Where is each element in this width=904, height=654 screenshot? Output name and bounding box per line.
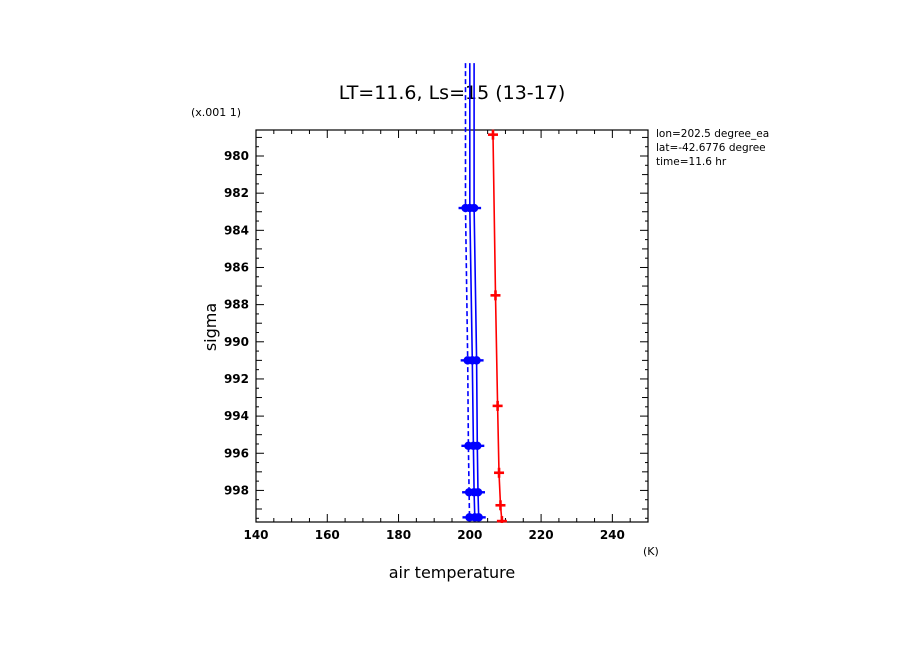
info-lat: lat=-42.6776 degree [656, 142, 766, 154]
x-axis-unit: (K) [643, 545, 659, 558]
y-tick-label: 982 [224, 186, 249, 200]
x-tick-label: 240 [600, 528, 625, 542]
x-tick-label: 220 [529, 528, 554, 542]
x-tick-label: 140 [243, 528, 268, 542]
info-time: time=11.6 hr [656, 156, 727, 168]
series-line [464, 63, 471, 518]
chart-title: LT=11.6, Ls=15 (13-17) [339, 82, 566, 104]
y-tick-label: 996 [224, 446, 249, 460]
info-lon: lon=202.5 degree_ea [656, 128, 769, 140]
y-tick-label: 988 [224, 298, 249, 312]
y-tick-label: 980 [224, 149, 249, 163]
y-tick-label: 986 [224, 260, 249, 274]
series-3 [467, 63, 486, 522]
y-tick-label: 998 [224, 483, 249, 497]
info-block: lon=202.5 degree_ea lat=-42.6776 degree … [656, 128, 769, 168]
plot-frame [255, 129, 649, 523]
series-0 [487, 129, 507, 523]
series-layer [458, 63, 507, 523]
series-line [473, 63, 480, 518]
series-line [468, 63, 476, 518]
x-tick-label: 180 [386, 528, 411, 542]
series-2 [458, 63, 477, 522]
y-scale-note: (x.001 1) [191, 106, 241, 119]
y-tick-label: 994 [224, 409, 249, 423]
y-tick-label: 990 [224, 335, 249, 349]
series-line [492, 134, 503, 522]
x-tick-label: 200 [457, 528, 482, 542]
y-axis: 980 982 984 986 988 990 992 994 996 998 [224, 136, 648, 519]
y-tick-label: 984 [224, 223, 249, 237]
y-axis-label: sigma [201, 303, 220, 351]
x-tick-label: 160 [315, 528, 340, 542]
x-axis-label: air temperature [389, 563, 515, 582]
y-tick-label: 992 [224, 372, 249, 386]
x-axis: 140 160 180 200 220 240 [243, 130, 649, 542]
